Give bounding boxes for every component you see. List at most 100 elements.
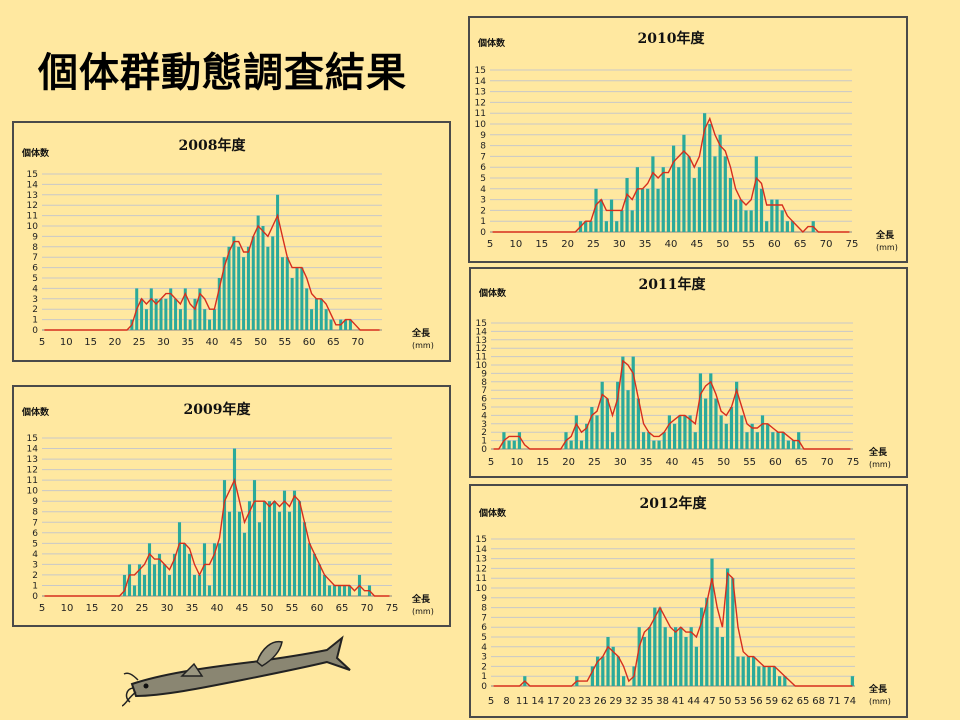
bar	[641, 432, 646, 449]
y-axis-label: 個体数	[477, 37, 506, 49]
bar	[616, 381, 620, 449]
bar	[280, 257, 284, 330]
bar	[276, 194, 280, 330]
x-axis-label: 全長	[411, 593, 431, 605]
bar	[687, 156, 691, 232]
bar	[718, 134, 722, 232]
bar	[589, 221, 593, 232]
bar	[684, 637, 688, 686]
bar	[127, 564, 132, 596]
trend-line	[44, 213, 380, 331]
bar	[517, 432, 522, 449]
bar	[232, 236, 236, 330]
y-tick-label: 6	[481, 395, 487, 405]
bar	[137, 564, 142, 596]
x-tick-label: 25	[587, 239, 600, 250]
bar	[677, 167, 681, 232]
x-tick-label: 75	[386, 603, 399, 614]
x-tick-label: 60	[769, 457, 782, 468]
bar	[232, 448, 237, 596]
bar	[729, 407, 734, 449]
bar	[601, 656, 605, 686]
y-tick-label: 2	[481, 662, 487, 672]
y-tick-label: 7	[32, 253, 38, 263]
x-tick-label: 11	[516, 696, 529, 707]
bar	[620, 210, 624, 232]
bar	[312, 553, 317, 596]
bar	[626, 390, 630, 449]
x-tick-label: 15	[84, 337, 97, 348]
bar	[621, 676, 626, 686]
x-tick-label: 41	[672, 696, 685, 707]
x-tick-label: 70	[821, 457, 834, 468]
bar	[714, 398, 718, 449]
x-tick-label: 25	[133, 337, 146, 348]
y-tick-label: 5	[32, 274, 38, 284]
y-tick-label: 12	[476, 564, 487, 574]
chart-title: 2011年度	[639, 276, 707, 293]
bar	[715, 627, 719, 686]
y-axis-label: 個体数	[478, 507, 507, 519]
bar	[745, 432, 749, 449]
x-tick-label: 55	[743, 457, 756, 468]
bar	[182, 543, 187, 596]
bar	[694, 646, 699, 686]
x-axis-unit: (mm)	[869, 697, 891, 706]
bar	[666, 178, 671, 232]
x-tick-label: 15	[535, 239, 548, 250]
bar	[751, 656, 756, 686]
bar	[647, 627, 652, 686]
bar	[212, 309, 216, 330]
bar	[611, 646, 615, 686]
bar	[625, 178, 629, 232]
y-tick-label: 6	[480, 163, 486, 173]
chart-panel-2009: 0 1 2 3 4 5 6 7 8 9 10 11 12 13 14 15 2009年度 個体数 全長 (mm) 5 10…	[12, 385, 451, 627]
bar	[237, 246, 241, 330]
y-tick-label: 9	[32, 497, 38, 507]
bar	[709, 373, 713, 449]
bar	[615, 221, 619, 232]
x-tick-label: 59	[765, 696, 778, 707]
bar	[212, 543, 217, 596]
x-axis-label: 全長	[868, 446, 888, 458]
bar	[122, 574, 127, 596]
bar	[290, 278, 294, 330]
bar	[662, 432, 666, 449]
x-tick-label: 75	[846, 239, 859, 250]
y-tick-label: 0	[32, 326, 38, 336]
x-tick-label: 20	[108, 337, 121, 348]
bar	[755, 432, 759, 449]
bar	[172, 553, 177, 596]
trend-line	[492, 116, 850, 234]
bar	[646, 188, 650, 232]
x-tick-label: 40	[666, 457, 679, 468]
bar	[652, 440, 656, 449]
bar	[302, 522, 307, 596]
x-tick-label: 20	[563, 696, 576, 707]
bar	[749, 210, 753, 232]
bar	[242, 257, 246, 330]
bar	[157, 553, 162, 596]
y-tick-label: 15	[27, 434, 38, 444]
page-title: 個体群動態調査結果	[38, 50, 407, 96]
bar	[736, 656, 740, 686]
x-tick-label: 70	[361, 603, 374, 614]
y-tick-label: 13	[476, 555, 487, 565]
bar	[599, 199, 603, 232]
bar	[262, 501, 267, 596]
x-tick-label: 5	[39, 603, 45, 614]
x-tick-label: 40	[211, 603, 224, 614]
bar	[188, 319, 192, 330]
y-tick-label: 6	[32, 529, 38, 539]
x-tick-label: 65	[797, 696, 810, 707]
bar	[693, 432, 697, 449]
y-tick-label: 8	[32, 243, 38, 253]
bar	[132, 585, 137, 596]
y-tick-label: 11	[475, 109, 486, 119]
y-tick-label: 11	[27, 212, 38, 222]
x-tick-label: 29	[609, 696, 622, 707]
bar	[689, 627, 693, 686]
bar	[342, 585, 347, 596]
bar	[766, 423, 770, 449]
